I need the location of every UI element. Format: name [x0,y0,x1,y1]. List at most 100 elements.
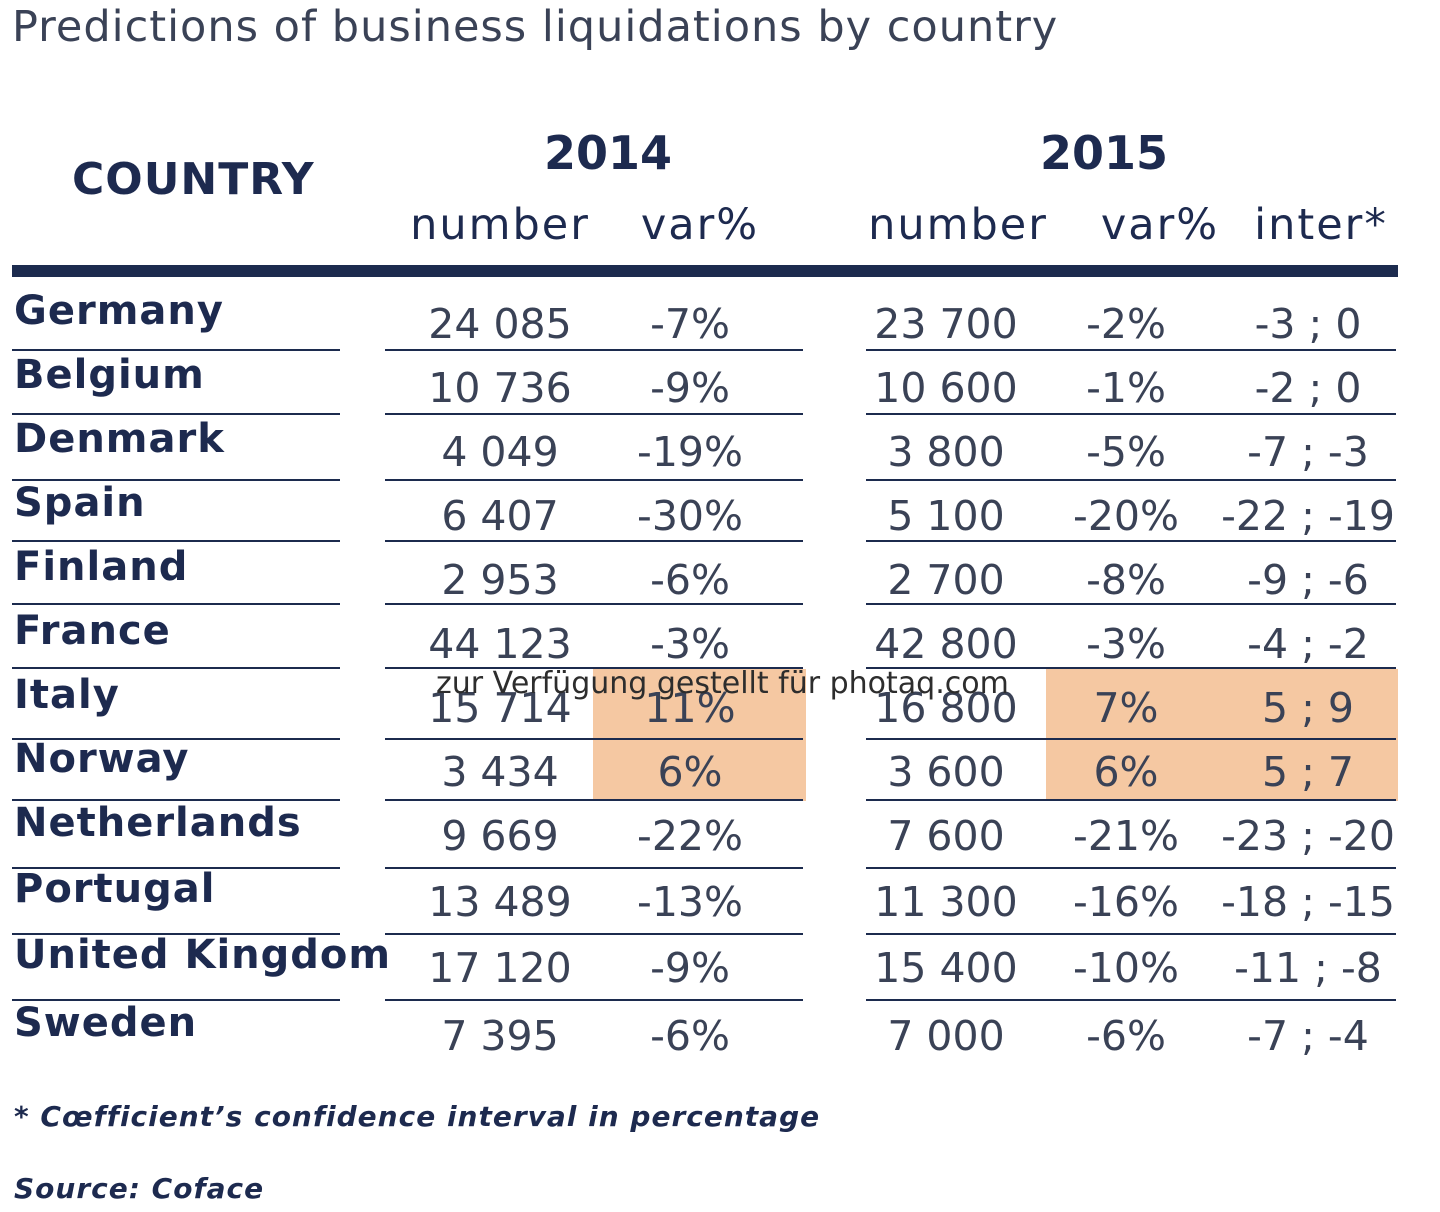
cell-inter: -4 ; -2 [1247,620,1369,668]
cell-inter: -11 ; -8 [1234,944,1382,992]
cell-number-2015: 42 800 [874,620,1018,668]
cell-inter: -9 ; -6 [1247,556,1369,604]
cell-var-2015: 6% [1093,748,1159,796]
country-label: Spain [14,480,146,526]
cell-var-2015: -2% [1086,300,1166,348]
cell-inter: -22 ; -19 [1221,492,1395,540]
header-col-var-2014: var% [640,200,760,250]
cell-number-2015: 5 100 [887,492,1005,540]
row-rule-country [12,540,340,542]
cell-number-2015: 2 700 [887,556,1005,604]
country-label: Norway [14,736,190,782]
country-label: France [14,608,171,654]
cell-number-2014: 44 123 [428,620,572,668]
row-rule-2014 [385,667,803,669]
cell-number-2014: 13 489 [428,878,572,926]
row-rule-country [12,999,340,1001]
cell-number-2015: 10 600 [874,364,1018,412]
highlight-2015-var-inter [1046,669,1398,801]
row-rule-2014 [385,603,803,605]
row-rule-2014 [385,349,803,351]
row-rule-country [12,349,340,351]
cell-number-2014: 15 714 [428,684,572,732]
cell-var-2014: -9% [650,944,730,992]
header-col-number-2014: number [410,200,590,250]
highlight-2014-var [593,669,806,801]
cell-number-2015: 16 800 [874,684,1018,732]
country-label: Belgium [14,352,205,398]
row-rule-country [12,933,340,935]
row-rule-country [12,667,340,669]
country-label: Denmark [14,416,225,462]
cell-number-2014: 3 434 [441,748,559,796]
row-rule-2014 [385,540,803,542]
row-rule-2015 [866,667,1396,669]
row-rule-2015 [866,540,1396,542]
cell-var-2014: 11% [644,684,736,732]
row-rule-country [12,799,340,801]
row-rule-2014 [385,413,803,415]
cell-number-2014: 10 736 [428,364,572,412]
cell-var-2015: 7% [1093,684,1159,732]
row-rule-2015 [866,867,1396,869]
row-rule-country [12,738,340,740]
cell-var-2015: -1% [1086,364,1166,412]
cell-var-2014: -9% [650,364,730,412]
footnote: * Cœfficient’s confidence interval in pe… [14,1100,821,1133]
cell-inter: -3 ; 0 [1254,300,1362,348]
country-label: United Kingdom [14,932,392,978]
cell-number-2015: 7 600 [887,812,1005,860]
row-rule-2015 [866,799,1396,801]
row-rule-country [12,413,340,415]
row-rule-2014 [385,999,803,1001]
cell-number-2014: 9 669 [441,812,559,860]
cell-number-2014: 24 085 [428,300,572,348]
cell-var-2014: -30% [637,492,743,540]
cell-inter: -7 ; -3 [1247,428,1369,476]
cell-var-2015: -20% [1073,492,1179,540]
country-label: Germany [14,288,224,334]
cell-inter: -2 ; 0 [1254,364,1362,412]
cell-number-2014: 7 395 [441,1012,559,1060]
cell-number-2015: 7 000 [887,1012,1005,1060]
row-rule-country [12,603,340,605]
cell-number-2014: 4 049 [441,428,559,476]
header-col-var-2015: var% [1100,200,1220,250]
cell-var-2014: -6% [650,1012,730,1060]
row-rule-2014 [385,738,803,740]
cell-var-2015: -3% [1086,620,1166,668]
cell-var-2014: -19% [637,428,743,476]
cell-var-2015: -16% [1073,878,1179,926]
cell-var-2014: -6% [650,556,730,604]
country-label: Portugal [14,866,216,912]
row-rule-2015 [866,738,1396,740]
country-label: Finland [14,544,189,590]
country-label: Sweden [14,1000,198,1046]
row-rule-country [12,479,340,481]
row-rule-2015 [866,349,1396,351]
cell-inter: -18 ; -15 [1221,878,1395,926]
row-rule-2014 [385,479,803,481]
cell-number-2015: 11 300 [874,878,1018,926]
cell-inter: -23 ; -20 [1221,812,1395,860]
country-label: Netherlands [14,800,302,846]
row-rule-2015 [866,479,1396,481]
header-col-number-2015: number [868,200,1048,250]
cell-number-2014: 2 953 [441,556,559,604]
cell-number-2015: 3 600 [887,748,1005,796]
cell-inter: 5 ; 9 [1261,684,1355,732]
cell-var-2015: -21% [1073,812,1179,860]
header-year-2014: 2014 [543,126,673,180]
cell-inter: -7 ; -4 [1247,1012,1369,1060]
cell-number-2014: 6 407 [441,492,559,540]
cell-var-2014: -22% [637,812,743,860]
cell-var-2014: 6% [657,748,723,796]
cell-number-2015: 3 800 [887,428,1005,476]
row-rule-country [12,867,340,869]
cell-var-2015: -6% [1086,1012,1166,1060]
source-note: Source: Coface [14,1172,265,1205]
country-label: Italy [14,672,120,718]
row-rule-2015 [866,413,1396,415]
row-rule-2014 [385,867,803,869]
cell-var-2014: -13% [637,878,743,926]
